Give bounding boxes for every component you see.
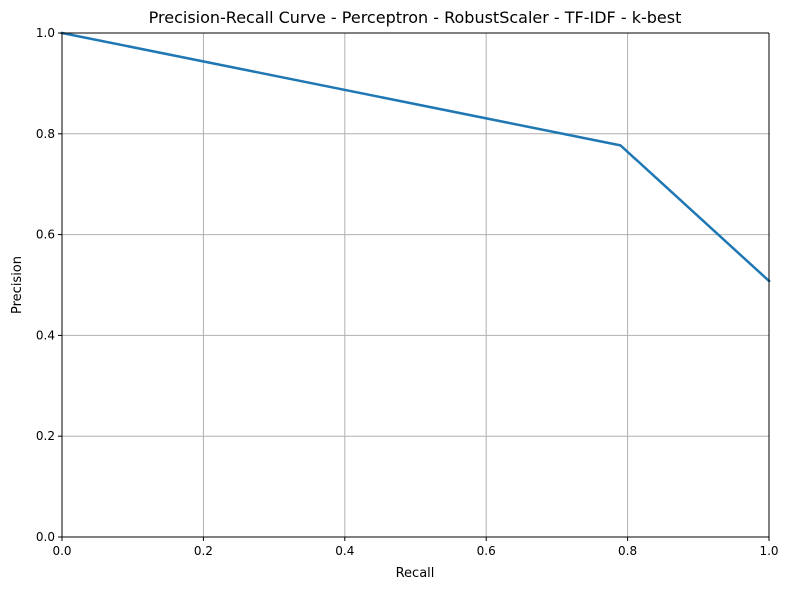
x-tick-label: 0.6 xyxy=(477,544,496,558)
x-tick-label: 0.2 xyxy=(194,544,213,558)
y-tick-label: 0.0 xyxy=(36,530,55,544)
y-tick-label: 0.8 xyxy=(36,127,55,141)
x-axis-label: Recall xyxy=(396,566,435,581)
x-tick-label: 1.0 xyxy=(759,544,778,558)
grid-layer xyxy=(61,32,770,538)
axes-layer xyxy=(61,32,770,538)
y-tick-label: 1.0 xyxy=(36,26,55,40)
y-axis-label: Precision xyxy=(10,256,25,314)
x-tick-label: 0.4 xyxy=(335,544,354,558)
x-tick-label: 0.0 xyxy=(52,544,71,558)
y-tick-label: 0.6 xyxy=(36,228,55,242)
y-tick-label: 0.4 xyxy=(36,328,55,342)
y-tick-label: 0.2 xyxy=(36,429,55,443)
series-layer xyxy=(60,31,771,283)
pr-curve-line xyxy=(60,31,771,283)
ticks-layer: 0.0 0.2 0.4 0.6 0.8 1.0 0.0 0.2 0.4 0.6 0.8 1.0 xyxy=(36,26,779,558)
x-tick-label: 0.8 xyxy=(618,544,637,558)
chart-title: Precision-Recall Curve - Perceptron - Ro… xyxy=(149,8,682,27)
